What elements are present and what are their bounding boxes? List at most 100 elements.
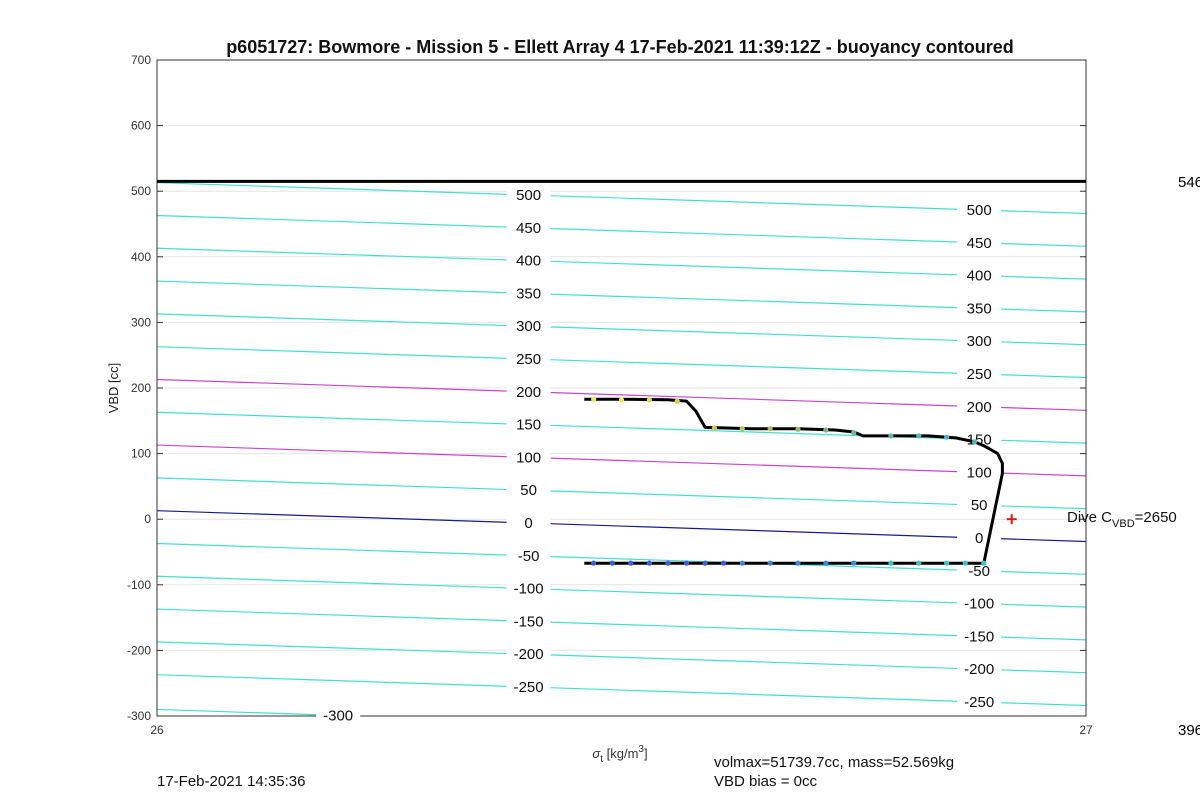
contour-line (156, 510, 1087, 543)
contour-line (156, 477, 1087, 510)
contour-label: 400 (516, 253, 541, 270)
x-axis-label-main: σ (592, 746, 601, 761)
right-edge-label-bottom: 396 (1178, 722, 1200, 739)
contour-label: 250 (516, 351, 541, 368)
profile-point (916, 560, 922, 566)
contour-label-bg (957, 430, 1002, 449)
contour-label-bg (957, 200, 1002, 219)
profile-point (851, 430, 857, 436)
footer-vbd-bias: VBD bias = 0cc (714, 773, 817, 790)
profile-point (851, 560, 857, 566)
contour-label-bg (506, 186, 551, 205)
contour-label: -200 (964, 661, 994, 678)
contour-line (156, 182, 1087, 215)
contour-label: 50 (520, 482, 537, 499)
profile-point (795, 426, 801, 432)
contour-label: 50 (971, 497, 988, 514)
profile-point (665, 560, 671, 566)
contour-label-bg (316, 706, 361, 725)
profile-point (944, 434, 950, 440)
contour-label: -50 (968, 563, 990, 580)
profile-point (739, 426, 745, 432)
contour-label-bg (957, 266, 1002, 285)
contour-line (156, 247, 1087, 280)
contour-label: 250 (967, 366, 992, 383)
contour-line (156, 346, 1087, 379)
right-edge-label-top: 546 (1178, 174, 1200, 191)
contour-label-bg (506, 481, 551, 500)
y-tick-label: 700 (131, 53, 151, 67)
contour-label: -250 (964, 694, 994, 711)
profile-point (767, 560, 773, 566)
profile-point (962, 560, 968, 566)
contour-label-bg (957, 233, 1002, 252)
footer-timestamp: 17-Feb-2021 14:35:36 (157, 773, 306, 790)
dive-marker (1006, 514, 1017, 525)
contour-line (156, 608, 1087, 641)
y-tick-label: -100 (127, 578, 151, 592)
contour-label: 100 (967, 464, 992, 481)
contour-label: -200 (514, 646, 544, 663)
y-tick-label: 200 (131, 381, 151, 395)
contour-label-bg (957, 364, 1002, 383)
x-tick-label: 27 (1079, 723, 1093, 737)
contour-label-bg (957, 594, 1002, 613)
profile-point (767, 426, 773, 432)
contour-label-bg (506, 284, 551, 303)
profile-point (609, 560, 615, 566)
contour-label: -100 (964, 596, 994, 613)
x-ticks: 26 27 (150, 710, 1093, 737)
profile-point (981, 560, 987, 566)
profile-line (584, 397, 1004, 565)
profile-point (916, 433, 922, 439)
contour-line (156, 411, 1087, 444)
profile-point (702, 560, 708, 566)
contour-label-bg (506, 514, 551, 533)
profile-point (646, 397, 652, 403)
contour-line (156, 641, 1087, 674)
contour-label-bg (506, 382, 551, 401)
contour-line (156, 214, 1087, 247)
profile-point (971, 439, 978, 445)
contour-label-bg (957, 627, 1002, 646)
y-grid (157, 59, 1086, 717)
contour-label-bg (957, 332, 1002, 351)
contour-label: 0 (975, 530, 983, 547)
contour-label-bg (506, 612, 551, 631)
contour-label: 450 (967, 235, 992, 252)
contour-label: 450 (516, 220, 541, 237)
contour-label-bg (506, 218, 551, 237)
contour-label-bg (506, 251, 551, 270)
profile-point (823, 560, 829, 566)
contour-label: 400 (967, 268, 992, 285)
contour-labels: -300 -250 -250 -200 -200 -150 -150 -100 -100 -50 -… (316, 186, 1002, 725)
profile-point (795, 560, 801, 566)
contour-label-bg (506, 350, 551, 369)
contour-line (156, 575, 1087, 608)
contour-label: 500 (516, 187, 541, 204)
profile-point (674, 398, 680, 404)
dive-cvbd-label-sub: VBD (1112, 518, 1135, 530)
x-axis-label-sub: t (600, 754, 603, 765)
contour-label: 100 (516, 449, 541, 466)
y-tick-label: -300 (127, 709, 151, 723)
profile-point (591, 396, 597, 402)
contour-label: 300 (967, 333, 992, 350)
contour-label: 150 (516, 417, 541, 434)
profile-point (711, 425, 718, 431)
y-axis-label: VBD [cc] (106, 363, 121, 414)
chart-title: p6051727: Bowmore - Mission 5 - Ellett A… (226, 37, 1014, 57)
x-axis-label: σt [kg/m3] (592, 744, 647, 765)
contour-label-bg (957, 692, 1002, 711)
profile-series (584, 396, 1004, 566)
contour-label-bg (957, 463, 1002, 482)
y-tick-label: 600 (131, 119, 151, 133)
contour-label: -100 (514, 581, 544, 598)
y-tick-label: 400 (131, 250, 151, 264)
profile-point (888, 560, 894, 566)
contour-label: 300 (516, 318, 541, 335)
contour-label: -150 (964, 628, 994, 645)
contour-label: -250 (514, 679, 544, 696)
contour-label: 200 (967, 399, 992, 416)
contour-label: -50 (518, 548, 540, 565)
